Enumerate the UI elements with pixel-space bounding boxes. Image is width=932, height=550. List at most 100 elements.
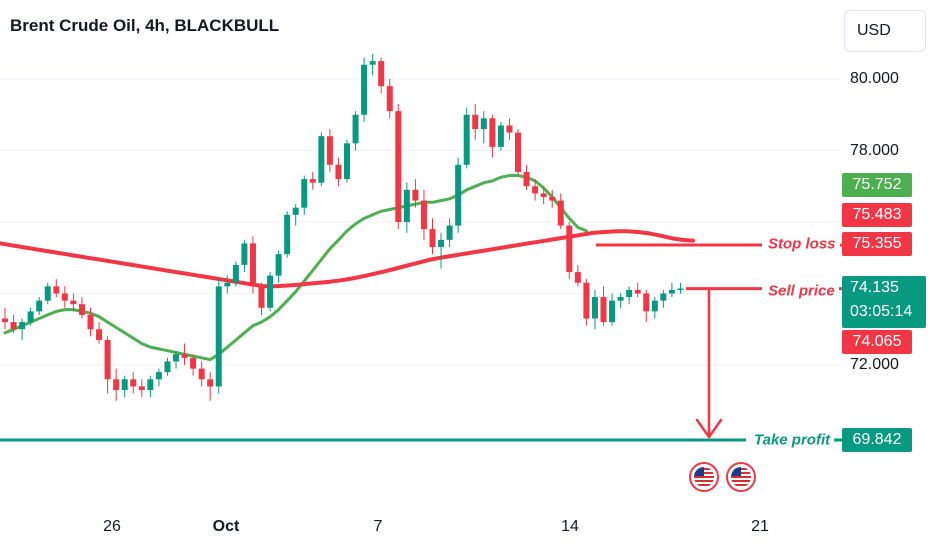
candle-body — [27, 311, 34, 323]
candle-down — [489, 114, 496, 158]
candle-body — [326, 136, 333, 165]
candle-body — [275, 254, 282, 276]
candle-up — [591, 289, 598, 330]
y-tick-label: 72.000 — [850, 356, 899, 373]
y-tick-label: 78.000 — [850, 142, 899, 159]
candle-down — [113, 368, 120, 401]
candle-body — [113, 379, 120, 391]
candle-body — [651, 300, 658, 312]
candle-down — [429, 218, 436, 255]
candle-up — [369, 53, 376, 76]
candle-body — [87, 314, 94, 330]
candle-body — [472, 114, 479, 130]
ma-long-line — [0, 229, 695, 289]
candle-body — [344, 143, 350, 180]
candle-body — [215, 286, 222, 387]
candle-body — [147, 379, 154, 391]
candle-down — [326, 129, 333, 172]
candle-down — [515, 129, 521, 176]
candle-down — [643, 289, 650, 323]
moving-averages — [0, 174, 695, 362]
candle-up — [267, 272, 274, 312]
candle-body — [61, 293, 68, 301]
candle-body — [155, 372, 162, 380]
candle-up — [36, 297, 43, 315]
sell-price-label: Sell price — [764, 282, 839, 300]
candle-down — [472, 104, 479, 140]
candle-down — [523, 164, 530, 190]
candle-down — [420, 189, 427, 240]
candle-body — [224, 282, 231, 287]
candle-down — [198, 361, 205, 387]
candle-body — [249, 243, 256, 287]
candle-down — [130, 372, 137, 394]
candle-up — [352, 111, 359, 151]
candle-down — [87, 307, 94, 337]
candle-body — [532, 186, 539, 194]
candle-body — [352, 114, 359, 144]
candle-body — [301, 179, 308, 208]
y-tick-label: 80.000 — [850, 70, 899, 87]
candle-body — [78, 304, 85, 315]
candle-down — [2, 307, 8, 330]
candle-body — [19, 322, 26, 330]
candle-body — [591, 297, 598, 319]
candle-up — [164, 357, 171, 376]
candle-body — [70, 300, 77, 305]
candle-up — [215, 279, 222, 394]
candle-body — [198, 368, 205, 380]
candle-up — [651, 297, 658, 319]
candle-body — [583, 282, 590, 319]
candle-down — [506, 118, 513, 140]
candle-down — [600, 286, 607, 326]
candle-body — [574, 272, 581, 283]
bid-price-tag: 74.065 — [842, 330, 912, 354]
candle-body — [284, 214, 291, 255]
x-tick-label: 26 — [103, 518, 121, 535]
candle-down — [96, 322, 103, 344]
us-flag-icon[interactable] — [726, 462, 756, 492]
candle-up — [480, 111, 487, 144]
candle-body — [446, 225, 453, 240]
candle-body — [600, 297, 607, 323]
candle-body — [10, 322, 17, 330]
candle-up — [224, 275, 231, 294]
x-tick-label: Oct — [212, 518, 240, 535]
candle-body — [232, 264, 239, 283]
candle-down — [78, 297, 85, 319]
candle-body — [463, 114, 470, 165]
candle-down — [386, 79, 393, 119]
candle-body — [258, 286, 265, 308]
candle-body — [429, 229, 436, 248]
x-tick-label: 7 — [373, 518, 383, 535]
candle-down — [309, 171, 316, 190]
candle-body — [609, 300, 616, 323]
ma-long-price-tag: 75.483 — [842, 203, 912, 227]
candle-down — [574, 264, 581, 287]
candle-up — [344, 139, 350, 183]
candle-body — [190, 357, 197, 369]
candle-up — [361, 57, 368, 122]
candle-body — [164, 361, 171, 373]
candle-down — [138, 379, 145, 398]
candle-up — [147, 375, 154, 398]
candle-body — [626, 289, 633, 298]
candle-down — [634, 282, 641, 298]
candle-body — [378, 61, 385, 87]
candle-body — [412, 189, 419, 201]
candle-body — [121, 379, 128, 391]
candle-up — [617, 293, 624, 308]
take-profit-label: Take profit — [750, 431, 835, 449]
candle-up — [284, 211, 291, 258]
us-flag-icon[interactable] — [689, 462, 719, 492]
ma-short-line — [3, 174, 588, 362]
candle-body — [540, 193, 547, 197]
stop-loss-label: Stop loss — [764, 235, 840, 253]
stop-loss-price-tag: 75.355 — [842, 232, 912, 256]
candle-body — [241, 243, 248, 265]
candle-up — [121, 375, 128, 398]
bar-countdown: 03:05:14 — [850, 303, 913, 320]
candle-up — [403, 182, 410, 233]
currency-button[interactable]: USD — [844, 10, 926, 52]
